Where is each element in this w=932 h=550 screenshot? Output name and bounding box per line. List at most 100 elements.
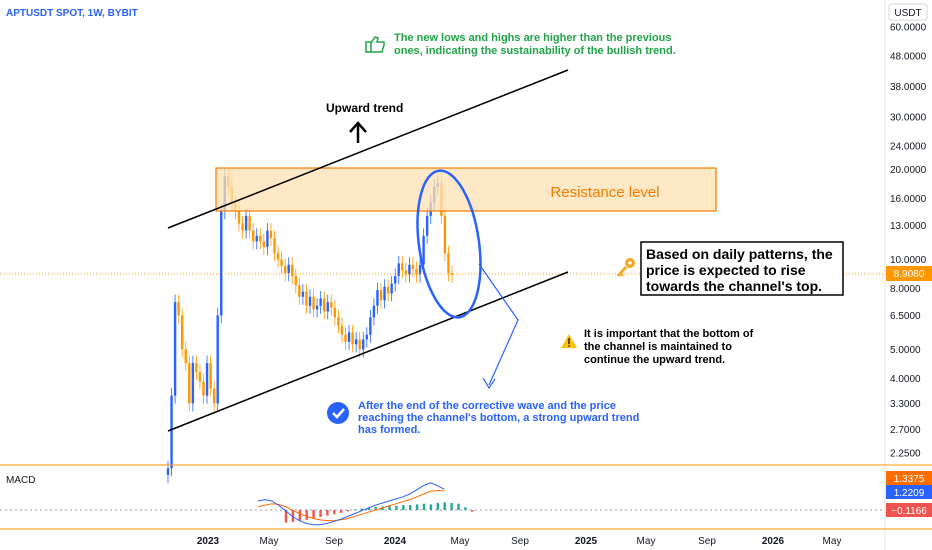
candle-body — [283, 266, 287, 274]
macd-histogram-bar — [388, 505, 391, 510]
candle-body — [205, 363, 209, 396]
histogram-value: −0.1166 — [891, 506, 927, 517]
macd-histogram-bar — [422, 503, 426, 510]
y-tick-label: 2.2500 — [890, 449, 921, 460]
y-tick-label: 48.0000 — [890, 51, 927, 62]
candle-body — [379, 290, 383, 301]
signal-value-badge — [886, 485, 932, 499]
candle-body — [404, 270, 408, 275]
candle-body — [340, 325, 344, 335]
candle-body — [248, 215, 251, 231]
y-tick-label: 2.7000 — [890, 425, 921, 436]
green-note-line2: ones, indicating the sustainability of t… — [394, 45, 676, 57]
forecast-line2: price is expected to rise — [646, 262, 806, 278]
candle-body — [276, 253, 280, 260]
macd-histogram-bar — [402, 505, 405, 510]
macd-title: MACD — [6, 475, 35, 486]
macd-histogram-bar — [367, 507, 370, 510]
blue-note-line2: reaching the channel's bottom, a strong … — [358, 412, 639, 424]
y-tick-label: 20.0000 — [890, 165, 927, 176]
macd-histogram-bar — [457, 503, 460, 510]
candle-body — [305, 291, 308, 306]
candle-body — [411, 264, 415, 269]
candle-body — [173, 302, 177, 396]
candle-body — [166, 468, 170, 475]
histogram-value-badge — [886, 503, 932, 517]
macd-histogram-bar — [305, 510, 308, 520]
y-tick-label: 10.0000 — [890, 255, 927, 266]
candle-body — [294, 276, 297, 286]
y-tick-label: 4.0000 — [890, 374, 921, 385]
candle-body — [195, 363, 198, 373]
candle-body — [418, 264, 422, 275]
x-tick-label: Sep — [325, 536, 343, 547]
candle-body — [422, 235, 425, 265]
currency-badge[interactable] — [888, 3, 928, 21]
forecast-line1: Based on daily patterns, the — [646, 246, 833, 262]
macd-histogram-bar — [340, 510, 343, 513]
macd-value-badge — [886, 471, 932, 485]
resistance-label: Resistance level — [550, 184, 659, 201]
candle-body — [181, 315, 184, 350]
macd-histogram-bar — [374, 507, 377, 510]
candle-body — [344, 334, 347, 342]
candle-body — [266, 230, 269, 248]
green-note-line1: The new lows and highs are higher than t… — [394, 32, 672, 44]
candle-body — [209, 363, 212, 389]
macd-signal-line — [257, 489, 445, 522]
forecast-box — [640, 241, 844, 296]
candle-body — [170, 395, 173, 469]
candle-body — [362, 339, 365, 350]
macd-histogram-bar — [319, 510, 322, 517]
candle-body — [337, 317, 340, 326]
arrow-up-icon — [349, 121, 367, 143]
macd-histogram-bar — [429, 504, 433, 510]
candle-body — [273, 237, 276, 254]
candle-body — [177, 302, 180, 316]
candle-body — [291, 264, 294, 277]
x-tick-label: 2025 — [575, 536, 598, 547]
macd-histogram-bar — [443, 502, 446, 510]
y-tick-label: 38.0000 — [890, 82, 927, 93]
macd-line — [257, 482, 445, 526]
candle-body — [390, 283, 393, 294]
forecast-line3: towards the channel's top. — [646, 278, 822, 294]
candle-body — [315, 305, 319, 310]
symbol-title: APTUSDT SPOT, 1W, BYBIT — [6, 8, 138, 19]
macd-histogram-bar — [471, 510, 474, 512]
macd-histogram-bar — [284, 510, 288, 523]
candle-body — [358, 339, 361, 350]
x-tick-label: May — [451, 536, 470, 547]
candle-body — [376, 290, 379, 306]
x-tick-label: May — [260, 536, 279, 547]
candle-body — [408, 264, 411, 275]
x-tick-label: May — [637, 536, 656, 547]
channel-top-line — [167, 69, 569, 229]
candle-body — [351, 332, 354, 345]
candle-body — [184, 349, 187, 364]
y-tick-label: 16.0000 — [890, 194, 927, 205]
macd-value: 1.3375 — [894, 474, 925, 485]
candle-body — [269, 230, 273, 238]
x-tick-label: Sep — [698, 536, 716, 547]
channel-bottom-line — [167, 271, 569, 432]
candle-body — [415, 268, 418, 275]
candle-body — [383, 286, 386, 301]
candle-body — [443, 215, 447, 254]
macd-histogram-bar — [464, 507, 467, 510]
candle-body — [220, 211, 223, 316]
y-tick-label: 24.0000 — [890, 141, 927, 152]
y-tick-label: 3.3000 — [890, 399, 921, 410]
macd-histogram-bar — [312, 510, 315, 519]
candle-body — [333, 307, 337, 318]
candle-body — [369, 317, 372, 335]
macd-histogram-bar — [326, 510, 329, 516]
candle-body — [262, 241, 266, 248]
macd-histogram-bar — [333, 510, 336, 515]
candle-body — [287, 264, 290, 274]
candle-body — [237, 211, 241, 224]
macd-histogram-bar — [298, 510, 301, 522]
macd-histogram-bar — [395, 505, 398, 510]
y-tick-label: 8.0000 — [890, 284, 921, 295]
